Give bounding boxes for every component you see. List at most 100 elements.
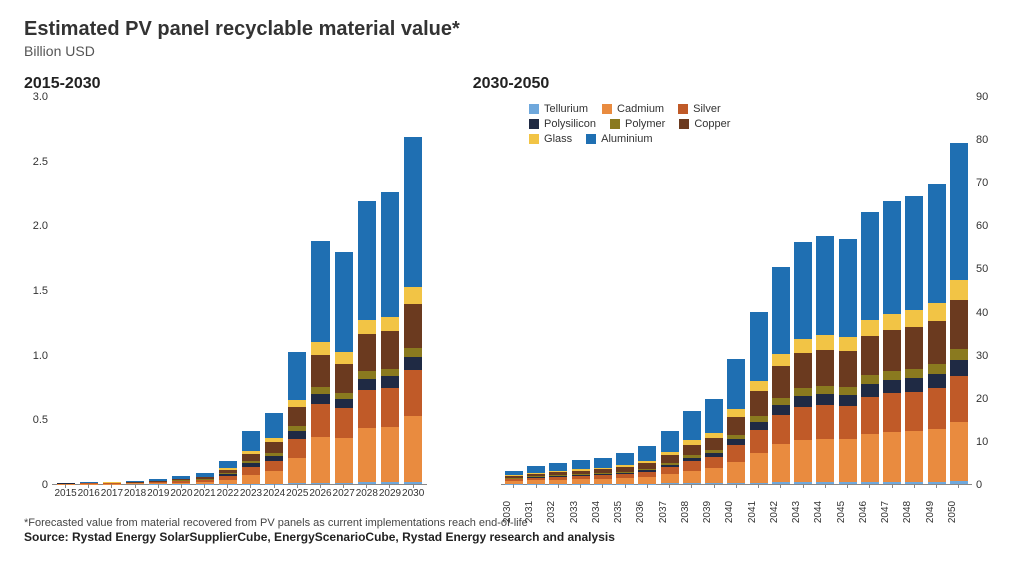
bar-segment-copper bbox=[265, 442, 283, 453]
bar-segment-glass bbox=[381, 317, 399, 331]
bar-stack bbox=[705, 399, 723, 484]
bar-stack bbox=[727, 359, 745, 484]
legend-item-tellurium: Tellurium bbox=[529, 103, 588, 115]
bar-segment-polymer bbox=[381, 369, 399, 377]
legend: TelluriumCadmiumSilverPolysiliconPolymer… bbox=[529, 103, 730, 145]
bar-column bbox=[216, 97, 239, 484]
x-label: 2026 bbox=[309, 485, 332, 515]
x-ticks bbox=[501, 484, 972, 488]
panel-title: 2030-2050 bbox=[473, 75, 1000, 93]
bar-segment-polymer bbox=[816, 386, 834, 394]
bar-stack bbox=[572, 460, 590, 484]
bar-column bbox=[881, 97, 903, 484]
bar-segment-polysilicon bbox=[839, 395, 857, 406]
x-label: 2017 bbox=[100, 485, 123, 515]
bar-column bbox=[948, 97, 970, 484]
y-tick: 2.0 bbox=[24, 220, 48, 232]
bar-column bbox=[770, 97, 792, 484]
bar-column bbox=[570, 97, 592, 484]
y-tick: 2.5 bbox=[24, 156, 48, 168]
bar-column bbox=[402, 97, 425, 484]
bar-column bbox=[525, 97, 547, 484]
bar-segment-silver bbox=[683, 461, 701, 471]
bar-segment-polysilicon bbox=[404, 357, 422, 370]
bar-column bbox=[54, 97, 77, 484]
bar-segment-silver bbox=[404, 370, 422, 417]
bar-segment-aluminium bbox=[638, 446, 656, 461]
bars-container bbox=[501, 97, 972, 484]
bar-stack bbox=[772, 267, 790, 484]
bar-segment-aluminium bbox=[335, 252, 353, 352]
x-label: 2022 bbox=[216, 485, 239, 515]
bar-segment-glass bbox=[905, 310, 923, 327]
y-tick: 1.0 bbox=[24, 350, 48, 362]
bar-segment-polymer bbox=[772, 398, 790, 405]
bar-column bbox=[239, 97, 262, 484]
bar-stack bbox=[861, 212, 879, 484]
bar-segment-polysilicon bbox=[928, 374, 946, 388]
bar-segment-cadmium bbox=[861, 434, 879, 482]
y-tick: 3.0 bbox=[24, 91, 48, 103]
bar-segment-aluminium bbox=[381, 192, 399, 316]
bar-segment-aluminium bbox=[549, 463, 567, 471]
legend-item-polysilicon: Polysilicon bbox=[529, 118, 596, 130]
y-axis-right bbox=[427, 97, 455, 485]
bar-segment-silver bbox=[861, 397, 879, 434]
bar-segment-copper bbox=[905, 327, 923, 369]
bar-segment-copper bbox=[816, 350, 834, 386]
bar-segment-polysilicon bbox=[750, 422, 768, 430]
bar-segment-copper bbox=[750, 391, 768, 416]
bar-segment-aluminium bbox=[219, 461, 237, 469]
bar-segment-polysilicon bbox=[816, 394, 834, 406]
x-label: 2020 bbox=[170, 485, 193, 515]
legend-swatch bbox=[678, 104, 688, 114]
bar-stack bbox=[594, 458, 612, 485]
bar-segment-copper bbox=[311, 355, 329, 387]
bar-segment-glass bbox=[928, 303, 946, 320]
bar-stack bbox=[794, 242, 812, 484]
bar-segment-copper bbox=[242, 454, 260, 462]
bar-segment-aluminium bbox=[883, 201, 901, 314]
bar-segment-copper bbox=[335, 364, 353, 393]
bar-segment-glass bbox=[288, 400, 306, 408]
legend-label: Polysilicon bbox=[544, 118, 596, 130]
bar-stack bbox=[381, 192, 399, 484]
bar-segment-silver bbox=[311, 404, 329, 437]
panel-title: 2015-2030 bbox=[24, 75, 455, 93]
bar-stack bbox=[288, 352, 306, 484]
bar-stack bbox=[196, 473, 214, 484]
bar-stack bbox=[683, 411, 701, 484]
bar-segment-polysilicon bbox=[794, 396, 812, 407]
bar-column bbox=[792, 97, 814, 484]
bar-segment-polymer bbox=[950, 349, 968, 360]
y-tick: 80 bbox=[976, 134, 1000, 146]
bar-segment-aluminium bbox=[772, 267, 790, 354]
bar-segment-cadmium bbox=[794, 440, 812, 482]
bar-segment-cadmium bbox=[883, 432, 901, 482]
bar-segment-copper bbox=[404, 304, 422, 348]
y-tick: 0 bbox=[976, 479, 1000, 491]
bar-segment-silver bbox=[265, 461, 283, 471]
bar-segment-aluminium bbox=[794, 242, 812, 338]
y-axis-left bbox=[473, 97, 501, 485]
y-tick: 50 bbox=[976, 263, 1000, 275]
bar-segment-polysilicon bbox=[288, 431, 306, 439]
bar-stack bbox=[816, 236, 834, 484]
legend-label: Aluminium bbox=[601, 133, 652, 145]
bar-column bbox=[193, 97, 216, 484]
bar-column bbox=[903, 97, 925, 484]
bar-stack bbox=[242, 431, 260, 484]
bar-stack bbox=[172, 476, 190, 484]
bar-column bbox=[124, 97, 147, 484]
bar-segment-silver bbox=[288, 439, 306, 458]
bar-segment-copper bbox=[381, 331, 399, 369]
bar-segment-glass bbox=[358, 320, 376, 334]
x-label: 2028 bbox=[355, 485, 378, 515]
bar-stack bbox=[265, 413, 283, 484]
bar-stack bbox=[839, 239, 857, 484]
bar-segment-aluminium bbox=[750, 312, 768, 382]
bar-segment-polymer bbox=[839, 387, 857, 395]
legend-label: Copper bbox=[694, 118, 730, 130]
bar-segment-cadmium bbox=[705, 468, 723, 483]
legend-item-polymer: Polymer bbox=[610, 118, 665, 130]
